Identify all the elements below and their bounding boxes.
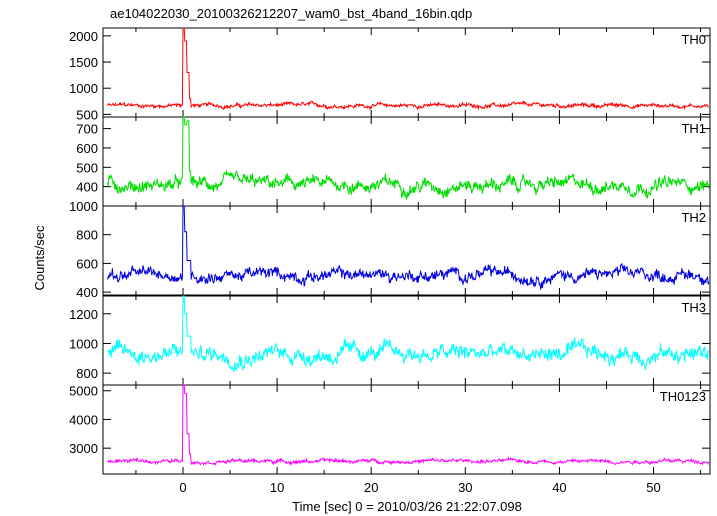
panel-label-th0123: TH0123 — [660, 389, 706, 404]
x-tick-label: 20 — [364, 480, 378, 495]
y-tick-label: 5000 — [69, 384, 98, 399]
panel-th0: 500 1000 1500 2000 TH0 — [69, 27, 711, 122]
panel-frame — [102, 384, 711, 475]
chart-title: ae104022030_20100326212207_wam0_bst_4ban… — [110, 6, 472, 21]
panel-th3: 800 1000 1200 TH3 — [69, 295, 711, 386]
y-tick-label: 2000 — [69, 29, 98, 44]
panel-frame — [102, 295, 711, 386]
y-tick-label: 600 — [76, 141, 98, 156]
y-tick-label: 500 — [76, 107, 98, 122]
series-line-th0 — [107, 27, 709, 111]
series-line-th1 — [107, 116, 710, 200]
y-tick-label: 1000 — [69, 81, 98, 96]
x-tick-label: 30 — [458, 480, 472, 495]
panel-frame — [102, 27, 711, 118]
y-tick-label: 400 — [76, 180, 98, 195]
y-tick-label: 3000 — [69, 441, 98, 456]
panel-label-th0: TH0 — [681, 32, 706, 47]
x-tick-label: 50 — [646, 480, 660, 495]
y-tick-label: 1000 — [69, 336, 98, 351]
x-tick-label: 40 — [552, 480, 566, 495]
panel-th1: 400 500 600 700 TH1 — [76, 116, 711, 207]
x-axis-label: Time [sec] 0 = 2010/03/26 21:22:07.098 — [292, 499, 522, 514]
y-tick-label: 600 — [76, 256, 98, 271]
panel-label-th1: TH1 — [681, 121, 706, 136]
panel-frame — [102, 116, 711, 207]
y-tick-label: 1500 — [69, 55, 98, 70]
y-tick-label: 700 — [76, 122, 98, 137]
panel-label-th2: TH2 — [681, 210, 706, 225]
panel-label-th3: TH3 — [681, 300, 706, 315]
y-tick-label: 800 — [76, 366, 98, 381]
y-axis-label: Counts/sec — [32, 225, 47, 291]
y-tick-label: 800 — [76, 228, 98, 243]
panel-frame — [102, 205, 711, 296]
y-tick-label: 500 — [76, 160, 98, 175]
y-tick-label: 1200 — [69, 307, 98, 322]
x-tick-label: 10 — [270, 480, 284, 495]
x-tick-label: 0 — [179, 480, 186, 495]
series-line-th2 — [107, 205, 710, 291]
y-tick-label: 1000 — [69, 199, 98, 214]
panel-th2: 400 600 800 1000 TH2 — [69, 199, 711, 300]
y-tick-label: 4000 — [69, 412, 98, 427]
y-tick-label: 400 — [76, 285, 98, 300]
panel-th0123: 3000 4000 5000 TH0123 0 10 20 30 40 50 — [69, 384, 711, 495]
series-line-th0123 — [107, 384, 710, 466]
series-line-th3 — [107, 295, 710, 372]
